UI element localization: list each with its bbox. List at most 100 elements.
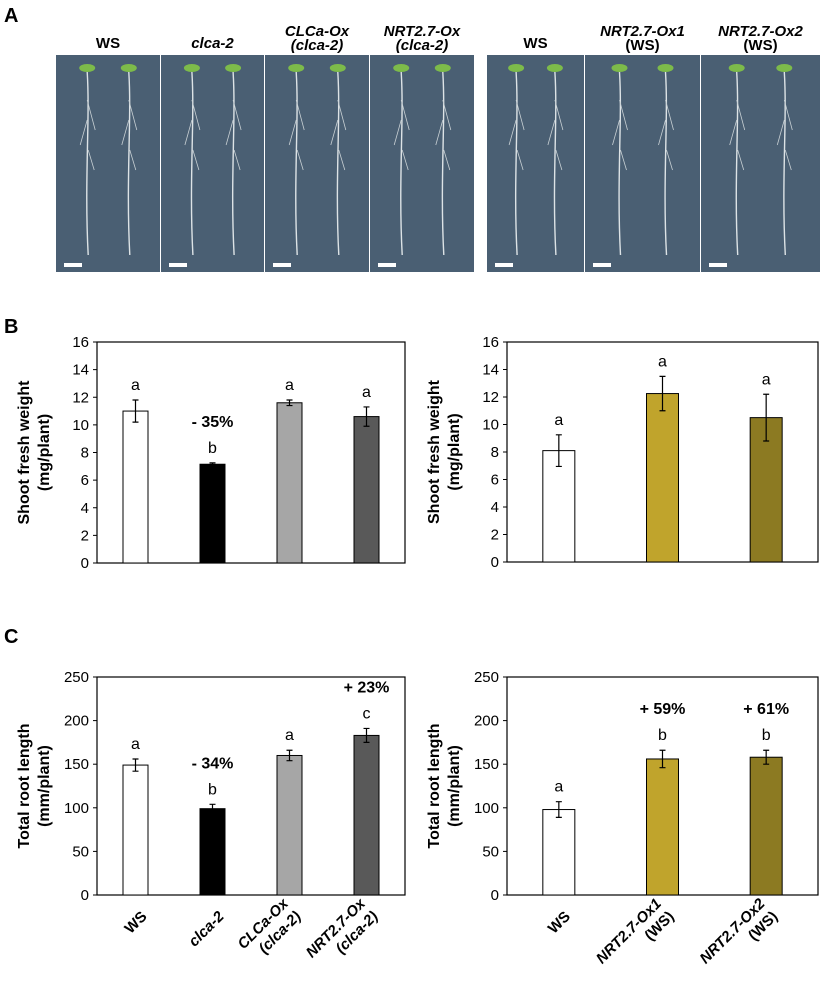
lateral-root — [330, 99, 347, 171]
bar-chart-3: 0 50 100 150 200 250 Total root length (mm/plan… — [16, 669, 406, 962]
y-axis-label-unit: (mg/plant) — [36, 414, 53, 491]
error-bar — [286, 399, 293, 407]
x-tick-label: CLCa-Ox(clca-2) — [234, 895, 304, 957]
bar-chart-1: 0 2 4 6 8 10 12 14 16 Shoot fresh weight (mg/plant… — [16, 334, 406, 572]
photo-background — [370, 55, 474, 272]
error-bar — [363, 406, 370, 427]
significance-letter: b — [762, 727, 771, 744]
error-bar — [555, 801, 562, 818]
lateral-root — [547, 99, 564, 171]
photo-background — [265, 55, 369, 272]
significance-letter: a — [362, 384, 371, 401]
percent-change-annotation: + 59% — [640, 701, 686, 718]
photo-background — [487, 55, 584, 272]
error-bar — [659, 375, 666, 412]
bar — [199, 808, 226, 896]
bar — [646, 393, 679, 563]
percent-change-annotation: - 34% — [192, 755, 234, 772]
error-bar — [763, 393, 770, 442]
seedling-root — [735, 71, 739, 256]
y-axis-label: Shoot fresh weight — [426, 379, 443, 524]
bar — [353, 734, 380, 896]
bar — [542, 450, 576, 563]
significance-letter: a — [554, 412, 563, 429]
lateral-root — [435, 99, 452, 171]
y-tick-label: 10 — [72, 417, 89, 434]
significance-letter: a — [285, 377, 294, 394]
y-tick-label: 4 — [81, 500, 89, 517]
y-tick-label: 100 — [474, 800, 499, 817]
lateral-root — [729, 99, 746, 171]
bar — [276, 754, 303, 896]
percent-change-annotation: - 35% — [192, 414, 234, 431]
bar — [646, 758, 679, 896]
y-tick-label: 6 — [491, 472, 499, 489]
x-tick-label-line: WS — [545, 908, 574, 937]
photo-label: WS — [96, 35, 120, 52]
bar-chart-2: 0 2 4 6 8 10 12 14 16 Shoot fresh weight (mg/plant… — [426, 334, 819, 571]
seedling-root — [783, 71, 786, 256]
y-axis-label-unit: (mm/plant) — [36, 745, 53, 827]
seedling-leaves — [79, 64, 96, 72]
y-tick-label: 150 — [64, 756, 89, 773]
lateral-root — [225, 99, 242, 171]
y-tick-label: 200 — [474, 713, 499, 730]
seedling-leaves — [434, 64, 451, 72]
y-axis-label-unit: (mg/plant) — [446, 413, 463, 490]
plot-frame — [96, 676, 406, 896]
seedling-root — [231, 71, 235, 256]
lateral-root — [79, 99, 96, 171]
significance-letter: a — [131, 736, 140, 753]
seedling-leaves — [546, 64, 563, 72]
seedling-photo: WS — [487, 35, 584, 272]
bar — [122, 410, 149, 564]
bar — [276, 402, 303, 564]
x-tick-label: clca-2 — [185, 908, 228, 951]
error-bar — [286, 749, 293, 762]
significance-letter: a — [658, 353, 667, 370]
y-tick-label: 100 — [64, 800, 89, 817]
lateral-root — [121, 99, 138, 171]
y-tick-label: 14 — [482, 362, 499, 379]
percent-change-annotation: + 23% — [344, 679, 390, 696]
photo-background — [701, 55, 820, 272]
photo-sublabel: (WS) — [743, 37, 777, 54]
y-tick-label: 2 — [81, 527, 89, 544]
y-axis-label: Total root length — [426, 723, 443, 848]
bar — [199, 463, 226, 564]
panel-label-c: C — [4, 626, 18, 648]
y-tick-label: 12 — [72, 389, 89, 406]
y-tick-label: 200 — [64, 713, 89, 730]
y-tick-label: 250 — [474, 669, 499, 686]
photo-label: CLCa-Ox — [285, 23, 350, 40]
x-tick-label: NRT2.7-Ox(clca-2) — [303, 895, 382, 962]
lateral-root — [393, 99, 410, 171]
y-tick-label: 50 — [72, 843, 89, 860]
scale-bar — [169, 263, 187, 267]
panel-label-b: B — [4, 316, 18, 338]
seedling-leaves — [728, 64, 745, 72]
x-tick-label-line: clca-2 — [185, 908, 228, 951]
seedling-root — [190, 71, 194, 256]
seedling-leaves — [508, 64, 525, 72]
x-tick-label: NRT2.7-Ox2(WS) — [697, 895, 782, 967]
y-tick-label: 4 — [491, 499, 499, 516]
lateral-root — [184, 99, 201, 171]
photo-sublabel: (clca-2) — [291, 37, 344, 54]
y-tick-label: 12 — [482, 389, 499, 406]
seedling-root — [127, 71, 131, 256]
y-tick-label: 0 — [81, 887, 89, 904]
scale-bar — [593, 263, 611, 267]
error-bar — [209, 462, 216, 467]
error-bar — [132, 758, 139, 772]
bar-chart-4: 0 50 100 150 200 250 Total root length (mm/plan… — [426, 669, 819, 967]
photo-label: NRT2.7-Ox1 — [600, 23, 685, 40]
y-axis-label: Total root length — [16, 723, 33, 848]
bar — [122, 764, 149, 896]
seedling-leaves — [329, 64, 346, 72]
significance-letter: c — [363, 705, 371, 722]
seedling-root — [553, 71, 557, 256]
photo-sublabel: (WS) — [625, 37, 659, 54]
